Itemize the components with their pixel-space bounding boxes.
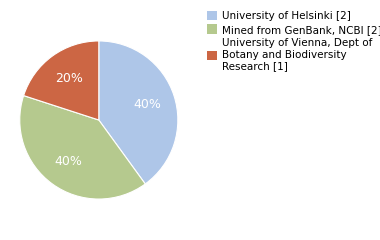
Wedge shape xyxy=(24,41,99,120)
Wedge shape xyxy=(20,96,145,199)
Text: 40%: 40% xyxy=(134,98,162,111)
Text: 20%: 20% xyxy=(55,72,82,85)
Wedge shape xyxy=(99,41,178,184)
Legend: University of Helsinki [2], Mined from GenBank, NCBI [2], University of Vienna, : University of Helsinki [2], Mined from G… xyxy=(207,11,380,72)
Text: 40%: 40% xyxy=(55,155,82,168)
